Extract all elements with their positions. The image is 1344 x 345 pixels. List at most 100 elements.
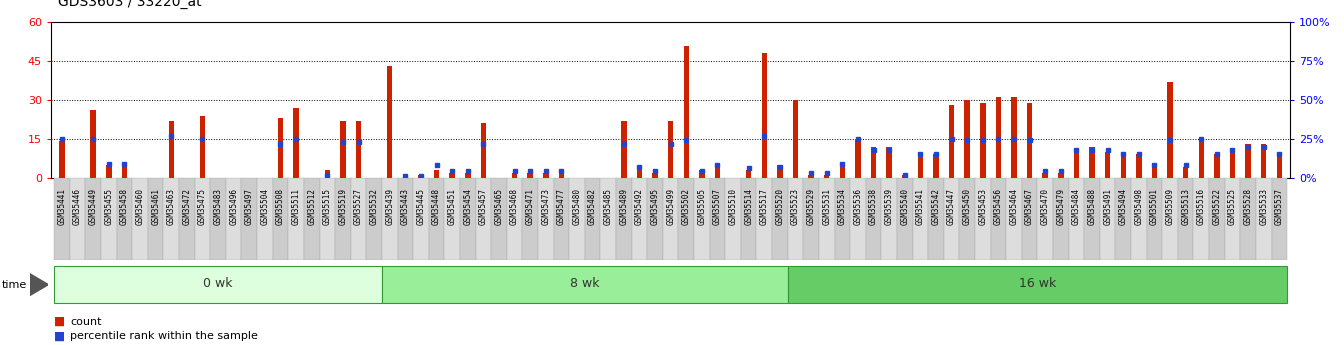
Bar [54,266,382,303]
Bar [122,165,128,178]
Text: GSM35537: GSM35537 [1275,188,1284,225]
Bar [1121,157,1126,178]
Text: GSM35489: GSM35489 [620,188,629,225]
Bar [1043,172,1048,178]
Bar [771,178,788,260]
Text: GSM35523: GSM35523 [792,188,800,225]
Bar [684,46,689,178]
Bar [340,121,345,178]
Bar [460,178,476,260]
Bar [1183,167,1188,178]
Bar [481,123,487,178]
Text: GSM35457: GSM35457 [478,188,488,225]
Bar [273,178,289,260]
Bar [855,139,860,178]
Bar [788,178,804,260]
Text: GSM35463: GSM35463 [167,188,176,225]
Bar [818,178,835,260]
Text: GSM35528: GSM35528 [1243,188,1253,225]
Text: GSM35468: GSM35468 [511,188,519,225]
Bar [1230,149,1235,178]
Bar [387,66,392,178]
Bar [1261,144,1266,178]
Bar [746,170,751,178]
Bar [289,178,304,260]
Bar [715,167,720,178]
Text: time: time [1,280,27,289]
Text: GSM35531: GSM35531 [823,188,831,225]
Text: GSM35519: GSM35519 [339,188,347,225]
Text: GSM35446: GSM35446 [73,188,82,225]
Bar [637,167,642,178]
Text: GSM35495: GSM35495 [650,188,660,225]
Bar [304,178,320,260]
Text: GSM35448: GSM35448 [431,188,441,225]
Bar [757,178,771,260]
Bar [887,147,892,178]
Bar [980,103,985,178]
Text: GSM35445: GSM35445 [417,188,426,225]
Bar [101,178,117,260]
Bar [1210,178,1224,260]
Text: GSM35491: GSM35491 [1103,188,1111,225]
Bar [762,53,767,178]
Bar [679,178,694,260]
Bar [1052,178,1068,260]
Bar [896,178,913,260]
Bar [398,178,413,260]
Text: 16 wk: 16 wk [1019,277,1056,290]
Text: GSM35470: GSM35470 [1040,188,1050,225]
Bar [1105,152,1110,178]
Bar [882,178,896,260]
Bar [929,178,943,260]
Bar [1021,178,1038,260]
Bar [1136,155,1141,178]
Bar [933,155,938,178]
Bar [445,178,460,260]
Polygon shape [30,274,48,296]
Bar [871,147,876,178]
Bar [1199,141,1204,178]
Bar [476,178,491,260]
Text: GSM35439: GSM35439 [386,188,394,225]
Text: GSM35520: GSM35520 [775,188,785,225]
Text: GSM35453: GSM35453 [978,188,988,225]
Text: GSM35477: GSM35477 [556,188,566,225]
Bar [543,172,548,178]
Bar [200,116,206,178]
Text: GSM35529: GSM35529 [806,188,816,225]
Bar [242,178,257,260]
Bar [726,178,741,260]
Text: GSM35449: GSM35449 [89,188,98,225]
Bar [960,178,974,260]
Bar [1277,152,1282,178]
Bar [70,178,86,260]
Bar [418,175,423,178]
Bar [168,121,173,178]
Bar [210,178,226,260]
Bar [148,178,164,260]
Text: GSM35504: GSM35504 [261,188,269,225]
Bar [367,178,382,260]
Bar [413,178,429,260]
Bar [824,175,829,178]
Bar [585,178,601,260]
Bar [1271,178,1288,260]
Text: GSM35497: GSM35497 [245,188,254,225]
Bar [1116,178,1132,260]
Bar [195,178,210,260]
Bar [996,97,1001,178]
Bar [570,178,585,260]
Text: GSM35465: GSM35465 [495,188,504,225]
Text: GSM35501: GSM35501 [1150,188,1159,225]
Bar [106,165,112,178]
Bar [382,178,398,260]
Text: GSM35525: GSM35525 [1228,188,1236,225]
Bar [132,178,148,260]
Text: GSM35472: GSM35472 [183,188,191,225]
Bar [164,178,179,260]
Bar [382,266,788,303]
Bar [1214,155,1219,178]
Text: GSM35471: GSM35471 [526,188,535,225]
Bar [179,178,195,260]
